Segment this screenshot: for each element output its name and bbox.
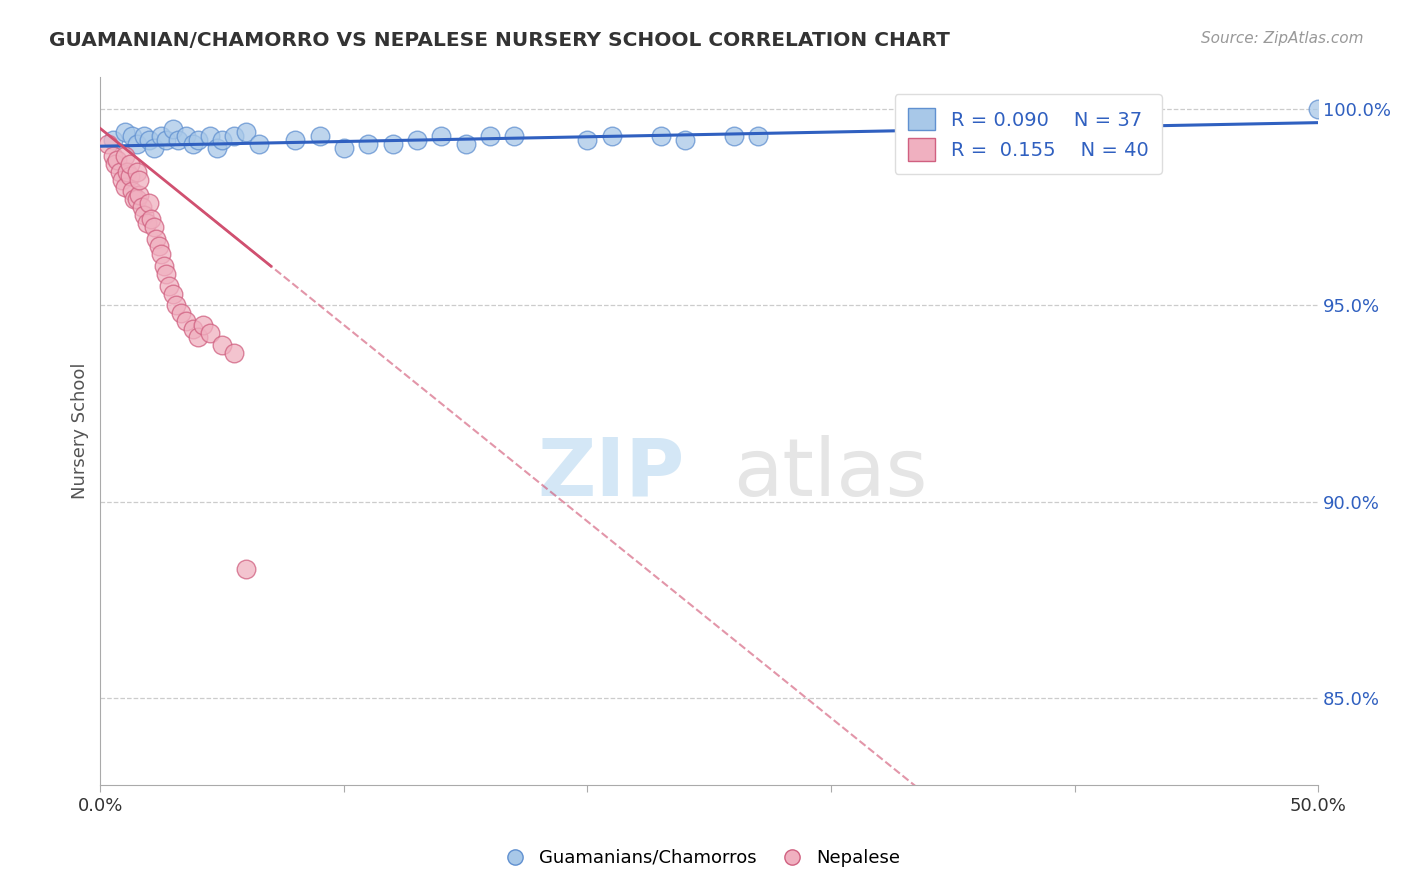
Point xyxy=(125,165,148,179)
Point xyxy=(155,267,177,281)
Point xyxy=(97,137,120,152)
Point xyxy=(145,231,167,245)
Point xyxy=(235,561,257,575)
Point xyxy=(181,322,204,336)
Point xyxy=(105,153,128,167)
Point xyxy=(247,137,270,152)
Point xyxy=(148,239,170,253)
Point xyxy=(723,129,745,144)
Point xyxy=(174,129,197,144)
Point xyxy=(747,129,769,144)
Point xyxy=(207,141,229,155)
Point xyxy=(198,326,221,340)
Legend: R = 0.090    N = 37, R =  0.155    N = 40: R = 0.090 N = 37, R = 0.155 N = 40 xyxy=(894,95,1163,174)
Point xyxy=(479,129,502,144)
Point xyxy=(211,133,233,147)
Point xyxy=(124,192,146,206)
Point xyxy=(333,141,356,155)
Point xyxy=(191,318,214,332)
Point xyxy=(235,125,257,139)
Point xyxy=(141,211,163,226)
Point xyxy=(101,149,124,163)
Point xyxy=(138,196,160,211)
Point xyxy=(152,259,174,273)
Point xyxy=(104,157,127,171)
Point xyxy=(211,337,233,351)
Point xyxy=(118,157,141,171)
Point xyxy=(167,133,190,147)
Point xyxy=(174,314,197,328)
Point xyxy=(125,137,148,152)
Point xyxy=(114,125,136,139)
Point xyxy=(135,216,157,230)
Text: Source: ZipAtlas.com: Source: ZipAtlas.com xyxy=(1201,31,1364,46)
Point xyxy=(128,172,150,186)
Point xyxy=(406,133,429,147)
Point xyxy=(187,330,209,344)
Point xyxy=(224,129,246,144)
Point xyxy=(576,133,599,147)
Point xyxy=(284,133,307,147)
Point xyxy=(673,133,696,147)
Point xyxy=(118,169,141,183)
Point xyxy=(121,185,143,199)
Legend: Guamanians/Chamorros, Nepalese: Guamanians/Chamorros, Nepalese xyxy=(499,842,907,874)
Point xyxy=(138,133,160,147)
Text: GUAMANIAN/CHAMORRO VS NEPALESE NURSERY SCHOOL CORRELATION CHART: GUAMANIAN/CHAMORRO VS NEPALESE NURSERY S… xyxy=(49,31,950,50)
Point xyxy=(650,129,672,144)
Point xyxy=(1308,102,1330,116)
Point xyxy=(142,219,165,234)
Point xyxy=(162,121,184,136)
Point xyxy=(454,137,477,152)
Point xyxy=(357,137,380,152)
Point xyxy=(115,165,138,179)
Text: atlas: atlas xyxy=(734,434,928,513)
Point xyxy=(170,306,193,320)
Point xyxy=(142,141,165,155)
Text: ZIP: ZIP xyxy=(537,434,685,513)
Y-axis label: Nursery School: Nursery School xyxy=(72,363,89,500)
Point xyxy=(150,247,173,261)
Point xyxy=(121,129,143,144)
Point xyxy=(150,129,173,144)
Point xyxy=(157,278,180,293)
Point xyxy=(600,129,623,144)
Point xyxy=(181,137,204,152)
Point xyxy=(224,345,246,359)
Point xyxy=(162,286,184,301)
Point xyxy=(111,172,134,186)
Point xyxy=(430,129,453,144)
Point xyxy=(134,129,156,144)
Point xyxy=(108,165,131,179)
Point xyxy=(187,133,209,147)
Point xyxy=(114,180,136,194)
Point xyxy=(503,129,526,144)
Point xyxy=(125,192,148,206)
Point xyxy=(165,298,187,312)
Point xyxy=(114,149,136,163)
Point xyxy=(155,133,177,147)
Point xyxy=(134,208,156,222)
Point xyxy=(381,137,404,152)
Point xyxy=(128,188,150,202)
Point xyxy=(131,200,153,214)
Point xyxy=(308,129,330,144)
Point xyxy=(198,129,221,144)
Point xyxy=(101,133,124,147)
